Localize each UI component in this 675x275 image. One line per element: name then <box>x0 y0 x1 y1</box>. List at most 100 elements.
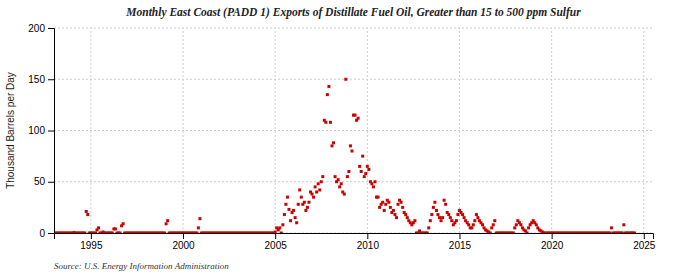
point <box>441 216 444 219</box>
point <box>294 216 297 219</box>
point <box>317 182 320 185</box>
point <box>337 178 340 181</box>
x-tick-label: 2025 <box>633 240 656 251</box>
point <box>456 213 459 216</box>
point <box>435 209 438 212</box>
point <box>300 196 303 199</box>
grid-line-y <box>54 79 653 80</box>
point <box>303 201 306 204</box>
point <box>493 219 496 222</box>
point <box>378 206 381 209</box>
point <box>393 213 396 216</box>
x-tick: 2010 <box>357 233 380 251</box>
point <box>481 223 484 226</box>
x-tick: 2020 <box>541 233 564 251</box>
point <box>401 206 404 209</box>
point <box>166 219 169 222</box>
point <box>354 114 357 117</box>
point <box>86 213 89 216</box>
point <box>610 226 613 229</box>
x-tick-mark <box>183 233 184 239</box>
point <box>467 223 470 226</box>
point <box>438 216 441 219</box>
y-tick-label: 50 <box>34 176 46 187</box>
point <box>85 210 88 213</box>
point <box>304 209 307 212</box>
point <box>195 232 198 234</box>
point <box>370 182 373 185</box>
point <box>633 232 636 234</box>
point <box>490 226 493 229</box>
point <box>361 155 364 158</box>
point <box>357 117 360 120</box>
y-tick-mark <box>48 131 54 132</box>
point <box>119 232 122 234</box>
point <box>197 226 200 229</box>
point <box>526 232 529 234</box>
point <box>622 223 625 226</box>
y-tick-label: 200 <box>28 23 45 34</box>
point <box>427 226 430 229</box>
point <box>621 232 624 234</box>
point <box>329 121 332 124</box>
x-tick-label: 2005 <box>265 240 288 251</box>
x-tick-label: 2015 <box>449 240 472 251</box>
point <box>389 206 392 209</box>
x-tick: 2000 <box>172 233 195 251</box>
point <box>609 232 612 234</box>
x-tick: 1995 <box>80 233 103 251</box>
point <box>311 193 314 196</box>
point <box>340 182 343 185</box>
y-tick: 200 <box>28 23 54 34</box>
point <box>364 172 367 175</box>
x-tick-mark <box>552 233 553 239</box>
point <box>515 223 518 226</box>
point <box>297 203 300 206</box>
point <box>318 188 321 191</box>
point <box>413 219 416 222</box>
point <box>372 185 375 188</box>
point <box>512 232 515 234</box>
y-tick-label: 0 <box>39 228 45 239</box>
x-tick-label: 2020 <box>541 240 564 251</box>
grid-line-y <box>54 181 653 182</box>
point <box>326 93 329 96</box>
grid-line-y <box>54 130 653 131</box>
y-tick: 100 <box>28 125 54 136</box>
y-tick: 50 <box>34 176 54 187</box>
x-tick: 2015 <box>449 233 472 251</box>
point <box>97 226 100 229</box>
point <box>436 213 439 216</box>
point <box>470 226 473 229</box>
point <box>83 232 86 234</box>
x-tick: 2025 <box>633 233 656 251</box>
point <box>281 223 284 226</box>
point <box>284 203 287 206</box>
point <box>321 175 324 178</box>
point <box>350 150 353 153</box>
point <box>527 226 530 229</box>
point <box>312 196 315 199</box>
point <box>476 216 479 219</box>
point <box>280 232 283 234</box>
grid-line-y <box>54 28 653 29</box>
y-tick-label: 100 <box>28 125 45 136</box>
point <box>387 201 390 204</box>
point <box>198 217 201 220</box>
y-tick-mark <box>48 182 54 183</box>
x-axis-line <box>55 234 654 240</box>
point <box>114 227 117 230</box>
point <box>455 219 458 222</box>
point <box>440 219 443 222</box>
point <box>433 201 436 204</box>
point <box>489 232 492 234</box>
point <box>338 185 341 188</box>
point <box>432 206 435 209</box>
x-tick-mark <box>644 233 645 239</box>
x-tick-mark <box>91 233 92 239</box>
plot-area <box>54 78 636 233</box>
point <box>395 216 398 219</box>
x-tick-mark <box>459 233 460 239</box>
point <box>384 203 387 206</box>
point <box>330 144 333 147</box>
